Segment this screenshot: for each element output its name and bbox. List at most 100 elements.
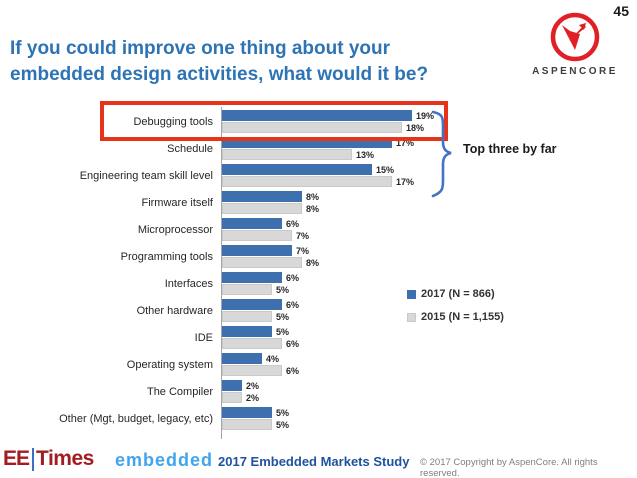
bar-2017 <box>222 218 282 229</box>
aspencore-logo: ASPENCORE <box>529 10 621 77</box>
bar-line: 15% <box>222 164 414 175</box>
bar-group: 5% 5% <box>222 407 289 430</box>
chart-row: The Compiler 2% 2% <box>8 380 478 403</box>
bar-group: 17% 13% <box>222 137 414 160</box>
bar-value-label: 5% <box>276 326 290 337</box>
bar-value-label: 7% <box>296 245 310 256</box>
bar-line: 5% <box>222 311 299 322</box>
bar-2017 <box>222 353 262 364</box>
bar-2017 <box>222 191 302 202</box>
bar-line: 5% <box>222 326 299 337</box>
chart-row: Other (Mgt, budget, legacy, etc) 5% 5% <box>8 407 478 430</box>
category-label: Programming tools <box>120 250 213 263</box>
bar-value-label: 2% <box>246 392 260 403</box>
chart-legend: 2017 (N = 866) 2015 (N = 1,155) <box>407 288 504 323</box>
bar-value-label: 17% <box>396 176 415 187</box>
bar-line: 6% <box>222 218 309 229</box>
bar-value-label: 5% <box>276 311 290 322</box>
aspencore-logo-text: ASPENCORE <box>532 66 618 77</box>
chart-row: Debugging tools 19% 18% <box>8 110 478 133</box>
bar-2017 <box>222 272 282 283</box>
category-label: IDE <box>194 331 213 344</box>
chart-axis-line <box>221 107 222 439</box>
bar-2017 <box>222 380 242 391</box>
chart-row: Engineering team skill level 15% 17% <box>8 164 478 187</box>
bar-line: 5% <box>222 284 299 295</box>
legend-item-2017: 2017 (N = 866) <box>407 288 504 300</box>
bar-2015 <box>222 149 352 160</box>
chart-row: Interfaces 6% 5% <box>8 272 478 295</box>
bar-group: 19% 18% <box>222 110 434 133</box>
slide-number: 45 <box>613 3 629 19</box>
bar-line: 6% <box>222 272 299 283</box>
bar-value-label: 6% <box>286 338 300 349</box>
category-label: Engineering team skill level <box>79 169 213 182</box>
category-label: Interfaces <box>164 277 213 290</box>
bar-2017 <box>222 407 272 418</box>
bar-line: 6% <box>222 338 299 349</box>
bar-line: 17% <box>222 176 414 187</box>
bar-value-label: 8% <box>306 203 320 214</box>
bar-2015 <box>222 230 292 241</box>
bar-group: 6% 5% <box>222 299 299 322</box>
category-label: The Compiler <box>146 385 213 398</box>
bar-line: 7% <box>222 230 309 241</box>
bar-2017 <box>222 164 372 175</box>
bar-line: 8% <box>222 191 319 202</box>
bar-group: 4% 6% <box>222 353 299 376</box>
category-label: Operating system <box>126 358 213 371</box>
bar-value-label: 17% <box>396 137 415 148</box>
bar-line: 8% <box>222 203 319 214</box>
chart-row: Operating system 4% 6% <box>8 353 478 376</box>
eetimes-logo: EE Times <box>3 447 94 471</box>
bar-group: 2% 2% <box>222 380 259 403</box>
bar-value-label: 15% <box>376 164 395 175</box>
chart-row: Firmware itself 8% 8% <box>8 191 478 214</box>
chart-row: Programming tools 7% 8% <box>8 245 478 268</box>
bar-2015 <box>222 365 282 376</box>
bar-line: 6% <box>222 365 299 376</box>
bar-2017 <box>222 245 292 256</box>
bar-value-label: 13% <box>356 149 375 160</box>
bar-value-label: 8% <box>306 191 320 202</box>
bar-value-label: 4% <box>266 353 280 364</box>
category-label: Microprocessor <box>137 223 213 236</box>
bar-group: 6% 5% <box>222 272 299 295</box>
chart-rows: Debugging tools 19% 18% Schedule 17% 13% Engin… <box>8 110 478 430</box>
bar-group: 15% 17% <box>222 164 414 187</box>
category-label: Firmware itself <box>141 196 213 209</box>
eetimes-logo-times: Times <box>36 447 94 470</box>
category-label: Debugging tools <box>133 115 213 128</box>
chart-row: IDE 5% 6% <box>8 326 478 349</box>
bar-2015 <box>222 419 272 430</box>
bar-line: 2% <box>222 392 259 403</box>
bar-value-label: 2% <box>246 380 260 391</box>
bar-line: 2% <box>222 380 259 391</box>
bar-group: 5% 6% <box>222 326 299 349</box>
bar-2015 <box>222 311 272 322</box>
legend-item-2015: 2015 (N = 1,155) <box>407 311 504 323</box>
curly-brace-icon <box>431 110 452 198</box>
bar-value-label: 8% <box>306 257 320 268</box>
eetimes-logo-separator <box>32 447 35 471</box>
bar-value-label: 7% <box>296 230 310 241</box>
legend-label-2015: 2015 (N = 1,155) <box>421 311 504 323</box>
chart-row: Other hardware 6% 5% <box>8 299 478 322</box>
aspencore-logo-icon <box>550 12 600 62</box>
bar-2015 <box>222 392 242 403</box>
bar-value-label: 6% <box>286 299 300 310</box>
bar-line: 5% <box>222 407 289 418</box>
bar-value-label: 6% <box>286 365 300 376</box>
chart-row: Schedule 17% 13% <box>8 137 478 160</box>
bar-line: 4% <box>222 353 299 364</box>
bar-2015 <box>222 203 302 214</box>
bar-line: 7% <box>222 245 319 256</box>
category-label: Schedule <box>167 142 213 155</box>
bar-value-label: 6% <box>286 218 300 229</box>
category-label: Other hardware <box>136 304 213 317</box>
copyright-notice: © 2017 Copyright by AspenCore. All right… <box>420 457 598 478</box>
category-label: Other (Mgt, budget, legacy, etc) <box>59 412 213 425</box>
bar-group: 6% 7% <box>222 218 309 241</box>
bar-2015 <box>222 284 272 295</box>
